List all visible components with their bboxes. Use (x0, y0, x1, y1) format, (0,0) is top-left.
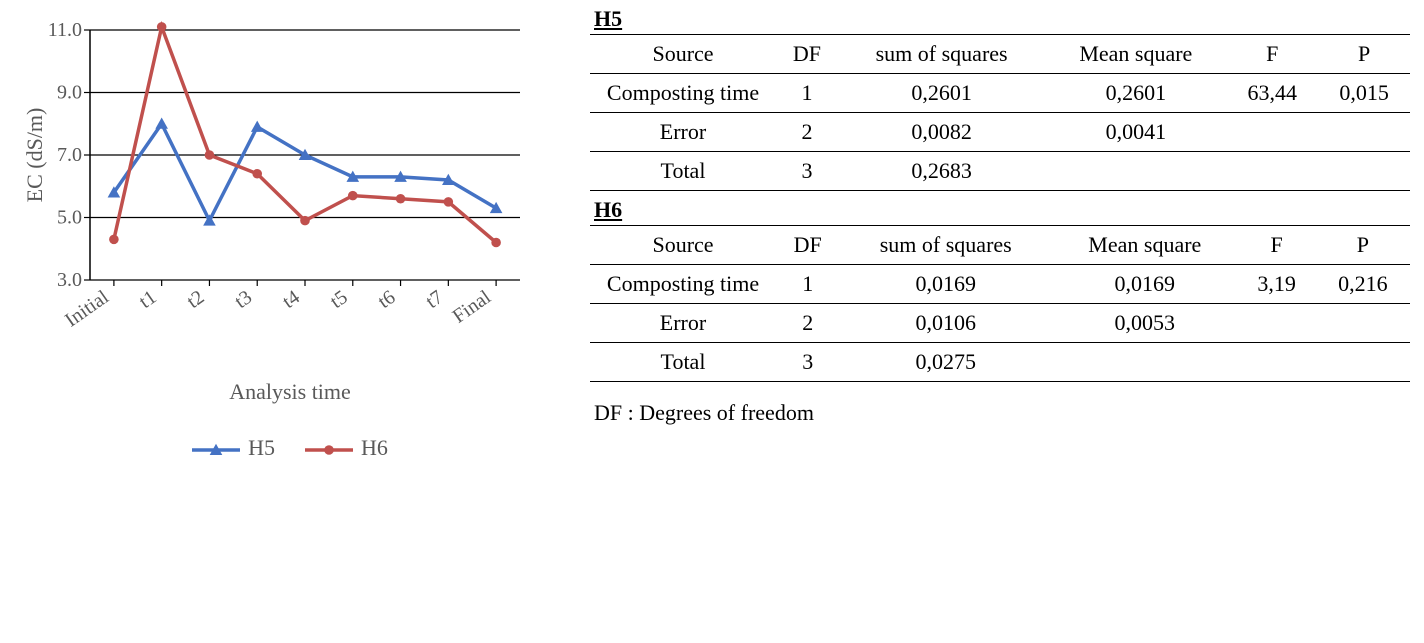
col-source: Source (590, 35, 776, 74)
chart-container: 3.0 5.0 7.0 9.0 11.0 EC (dS/m) Initial t1 t2 t3 t4… (20, 10, 560, 461)
legend-swatch-h5 (192, 439, 240, 457)
cell-p (1318, 152, 1410, 191)
svg-text:t1: t1 (135, 286, 160, 313)
cell-f (1238, 343, 1316, 382)
table-h5-title: H5 (594, 6, 1410, 32)
svg-text:11.0: 11.0 (48, 19, 82, 41)
col-ms: Mean square (1045, 35, 1226, 74)
table-header-row: Source DF sum of squares Mean square F P (590, 226, 1410, 265)
svg-text:9.0: 9.0 (57, 82, 82, 104)
ec-line-chart: 3.0 5.0 7.0 9.0 11.0 EC (dS/m) Initial t1 t2 t3 t4… (20, 10, 540, 370)
svg-text:t3: t3 (231, 286, 256, 313)
legend-label-h5: H5 (248, 435, 275, 461)
table-row: Total30,0275 (590, 343, 1410, 382)
svg-text:t2: t2 (183, 286, 208, 313)
col-f: F (1226, 35, 1318, 74)
cell-source: Composting time (590, 74, 776, 113)
cell-ms: 0,0053 (1052, 304, 1237, 343)
cell-f: 63,44 (1226, 74, 1318, 113)
anova-table-h6: Source DF sum of squares Mean square F P… (590, 225, 1410, 382)
cell-p: 0,216 (1316, 265, 1410, 304)
svg-text:t5: t5 (326, 286, 351, 313)
legend-label-h6: H6 (361, 435, 388, 461)
cell-df: 2 (776, 304, 839, 343)
cell-source: Error (590, 304, 776, 343)
cell-ms: 0,0169 (1052, 265, 1237, 304)
cell-ss: 0,2601 (838, 74, 1046, 113)
svg-text:t4: t4 (279, 286, 304, 313)
cell-source: Total (590, 343, 776, 382)
svg-text:t7: t7 (422, 286, 447, 313)
cell-ss: 0,0169 (839, 265, 1052, 304)
col-p: P (1318, 35, 1410, 74)
cell-df: 1 (776, 74, 838, 113)
cell-source: Total (590, 152, 776, 191)
tables-container: H5 Source DF sum of squares Mean square … (590, 0, 1410, 426)
table-h6-title: H6 (594, 197, 1410, 223)
chart-legend: H5 H6 (20, 435, 560, 461)
svg-text:Initial: Initial (61, 286, 113, 332)
col-ss: sum of squares (839, 226, 1052, 265)
cell-source: Composting time (590, 265, 776, 304)
table-row: Total30,2683 (590, 152, 1410, 191)
col-p: P (1316, 226, 1410, 265)
cell-df: 3 (776, 343, 839, 382)
cell-f (1238, 304, 1316, 343)
svg-text:EC (dS/m): EC (dS/m) (22, 108, 47, 203)
cell-p (1316, 304, 1410, 343)
svg-text:7.0: 7.0 (57, 144, 82, 166)
cell-f (1226, 152, 1318, 191)
svg-text:Final: Final (449, 286, 496, 328)
col-source: Source (590, 226, 776, 265)
cell-df: 2 (776, 113, 838, 152)
legend-item-h5: H5 (192, 435, 275, 461)
cell-ms (1045, 152, 1226, 191)
cell-ms: 0,2601 (1045, 74, 1226, 113)
legend-swatch-h6 (305, 439, 353, 457)
table-row: Error20,01060,0053 (590, 304, 1410, 343)
col-ss: sum of squares (838, 35, 1046, 74)
cell-ss: 0,2683 (838, 152, 1046, 191)
cell-ss: 0,0275 (839, 343, 1052, 382)
cell-ms (1052, 343, 1237, 382)
table-row: Error20,00820,0041 (590, 113, 1410, 152)
table-row: Composting time10,26010,260163,440,015 (590, 74, 1410, 113)
footnote-df: DF : Degrees of freedom (594, 400, 1410, 426)
svg-text:t6: t6 (374, 286, 399, 313)
cell-p (1318, 113, 1410, 152)
cell-f: 3,19 (1238, 265, 1316, 304)
cell-f (1226, 113, 1318, 152)
col-f: F (1238, 226, 1316, 265)
legend-item-h6: H6 (305, 435, 388, 461)
table-header-row: Source DF sum of squares Mean square F P (590, 35, 1410, 74)
cell-p: 0,015 (1318, 74, 1410, 113)
cell-p (1316, 343, 1410, 382)
cell-ss: 0,0082 (838, 113, 1046, 152)
svg-text:3.0: 3.0 (57, 269, 82, 291)
anova-table-h5: Source DF sum of squares Mean square F P… (590, 34, 1410, 191)
page-root: 3.0 5.0 7.0 9.0 11.0 EC (dS/m) Initial t1 t2 t3 t4… (0, 0, 1424, 643)
cell-ss: 0,0106 (839, 304, 1052, 343)
col-ms: Mean square (1052, 226, 1237, 265)
cell-df: 3 (776, 152, 838, 191)
svg-text:5.0: 5.0 (57, 207, 82, 229)
cell-source: Error (590, 113, 776, 152)
x-axis-title: Analysis time (20, 379, 560, 405)
col-df: DF (776, 35, 838, 74)
col-df: DF (776, 226, 839, 265)
cell-df: 1 (776, 265, 839, 304)
table-row: Composting time10,01690,01693,190,216 (590, 265, 1410, 304)
cell-ms: 0,0041 (1045, 113, 1226, 152)
